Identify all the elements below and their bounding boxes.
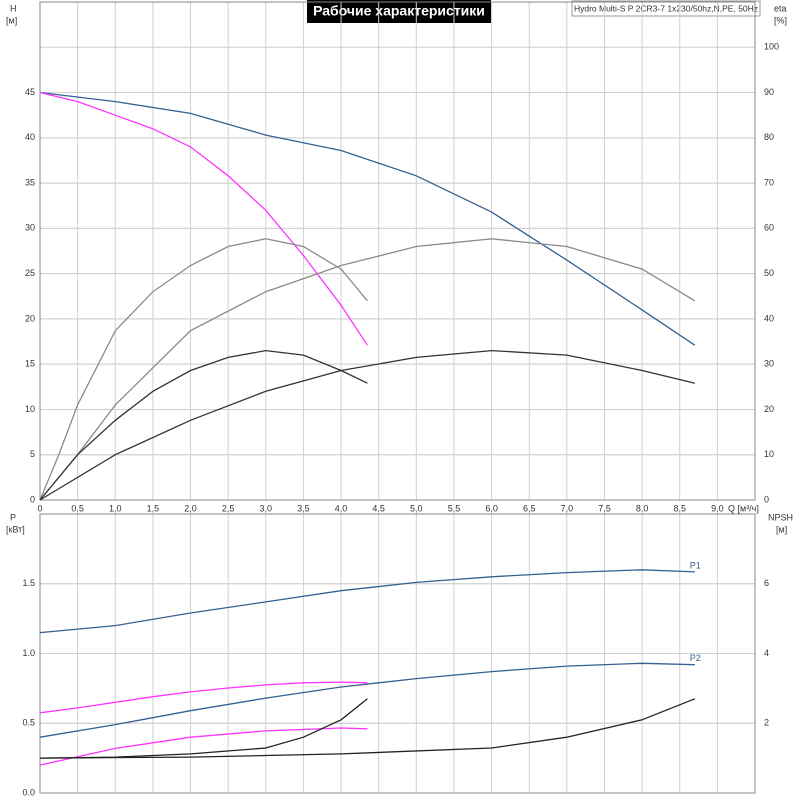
curve (39, 349, 695, 501)
y2-tick-label: 6 (764, 578, 769, 588)
y2-tick-label: 0 (764, 494, 769, 504)
y2-tick-label: 60 (764, 223, 774, 233)
y-tick-label: 15 (25, 359, 35, 369)
y2-tick-label: 10 (764, 449, 774, 459)
y2-tick-label: 50 (764, 268, 774, 278)
y-axis-unit: [кВт] (6, 524, 25, 534)
x-tick-label: 4,0 (335, 503, 348, 513)
y-tick-label: 30 (25, 223, 35, 233)
y2-tick-label: 30 (764, 359, 774, 369)
y2-tick-label: 90 (764, 87, 774, 97)
y2-axis-label: NPSH (768, 512, 793, 522)
y-axis-label: P (10, 512, 16, 522)
x-tick-label: 6,5 (523, 503, 536, 513)
x-tick-label: 7,5 (598, 503, 611, 513)
y2-axis-unit: [%] (774, 15, 787, 25)
y-tick-label: 0.5 (22, 718, 35, 728)
y-tick-label: 40 (25, 132, 35, 142)
x-axis-label: Q [м³/ч] (728, 503, 759, 513)
x-tick-label: 3,0 (260, 503, 273, 513)
y2-tick-label: 4 (764, 648, 769, 658)
curve (39, 698, 368, 759)
x-tick-label: 8,0 (636, 503, 649, 513)
curve (39, 238, 696, 501)
y-tick-label: 25 (25, 268, 35, 278)
x-tick-label: 2,0 (184, 503, 197, 513)
y2-tick-label: 2 (764, 718, 769, 728)
x-tick-label: 8,5 (673, 503, 686, 513)
y-tick-label: 1.0 (22, 648, 35, 658)
curve (39, 727, 368, 766)
x-tick-label: 0,5 (71, 503, 84, 513)
x-tick-label: 6,0 (485, 503, 498, 513)
curve (39, 91, 368, 346)
title-box (307, 0, 491, 23)
y-tick-label: 45 (25, 87, 35, 97)
x-tick-label: 4,5 (372, 503, 385, 513)
y-tick-label: 1.5 (22, 578, 35, 588)
y-tick-label: 35 (25, 177, 35, 187)
curve (39, 349, 368, 501)
y-tick-label: 0.0 (22, 787, 35, 797)
curve (39, 662, 695, 738)
plot-frame (39, 513, 756, 794)
curve (39, 569, 695, 634)
y2-axis-unit: [м] (776, 524, 787, 534)
x-tick-label: 1,5 (147, 503, 160, 513)
y2-axis-label: eta (774, 3, 787, 13)
x-tick-label: 1,0 (109, 503, 122, 513)
y-tick-label: 5 (30, 449, 35, 459)
y-axis-label: H (10, 3, 17, 13)
chart-title: Рабочие характеристики (313, 3, 485, 19)
x-tick-label: 9,0 (711, 503, 724, 513)
curve (39, 238, 368, 501)
y2-tick-label: 100 (764, 42, 779, 52)
y2-tick-label: 80 (764, 132, 774, 142)
curve-label: P2 (690, 653, 701, 663)
subtitle-box (571, 0, 761, 17)
y2-tick-label: 20 (764, 404, 774, 414)
x-tick-label: 0 (37, 503, 42, 513)
y2-tick-label: 40 (764, 313, 774, 323)
curve-label: P1 (690, 560, 701, 570)
y-axis-unit: [м] (6, 15, 17, 25)
y2-tick-label: 70 (764, 177, 774, 187)
x-tick-label: 2,5 (222, 503, 235, 513)
y-tick-label: 10 (25, 404, 35, 414)
chart-subtitle: Hydro Multi-S P 2CR3-7 1x230/50hz,N,PE, … (574, 3, 758, 13)
x-tick-label: 5,0 (410, 503, 423, 513)
y-tick-label: 0 (30, 494, 35, 504)
y-tick-label: 20 (25, 313, 35, 323)
curve (39, 698, 696, 759)
plot-frame (39, 1, 756, 501)
x-tick-label: 5,5 (448, 503, 461, 513)
x-tick-label: 7,0 (561, 503, 574, 513)
curve (39, 681, 368, 714)
x-tick-label: 3,5 (297, 503, 310, 513)
curve (39, 91, 696, 346)
